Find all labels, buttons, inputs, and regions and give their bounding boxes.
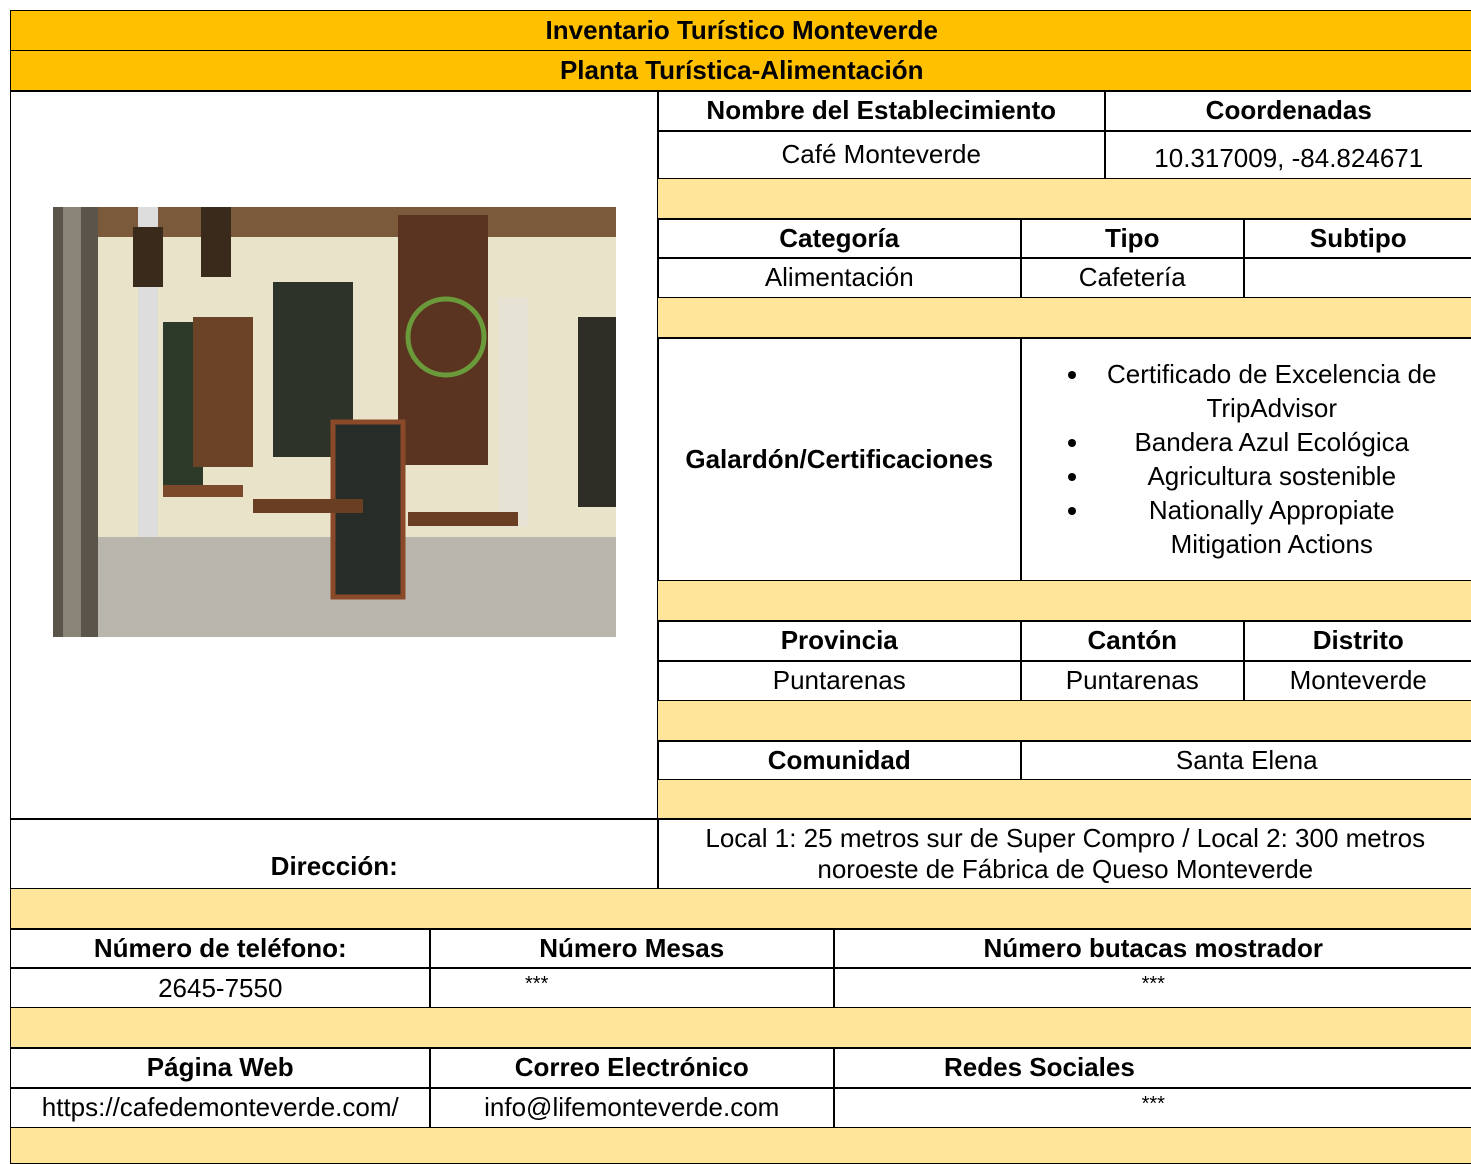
spacer — [657, 779, 1471, 820]
storefront-photo — [53, 207, 616, 637]
spacer — [657, 178, 1471, 220]
link-cell: https://cafedemonteverde.com/ — [10, 1087, 431, 1129]
title-text: Inventario Turístico Monteverde — [545, 15, 938, 46]
header-cell-text: Nombre del Establecimiento — [706, 95, 1057, 126]
value-cell-text: 10.317009, -84.824671 — [1154, 143, 1424, 174]
award-item: Agricultura sostenible — [1091, 459, 1453, 493]
awards-cell: Certificado de Excelencia de TripAdvisor… — [1020, 337, 1471, 582]
link-cell-text: info@lifemonteverde.com — [484, 1092, 780, 1123]
value-cell-text: *** — [1141, 973, 1165, 995]
value-cell-text: Local 1: 25 metros sur de Super Compro /… — [705, 822, 1426, 884]
header-cell: Distrito — [1243, 620, 1471, 662]
award-item: Nationally Appropiate Mitigation Actions — [1091, 493, 1453, 561]
value-cell: Alimentación — [657, 257, 1022, 299]
awards-list: Certificado de Excelencia de TripAdvisor… — [1021, 357, 1471, 561]
spacer — [10, 888, 1471, 930]
subtitle: Planta Turística-Alimentación — [10, 50, 1471, 92]
value-cell-text: Puntarenas — [1065, 665, 1199, 696]
value-cell-text: Monteverde — [1289, 665, 1427, 696]
value-cell: *** — [833, 1087, 1471, 1129]
value-cell: Café Monteverde — [657, 130, 1106, 180]
photo-cell — [10, 90, 659, 820]
spacer — [10, 1127, 1471, 1164]
header-cell-text: Provincia — [780, 625, 898, 656]
header-cell-text: Página Web — [146, 1052, 294, 1083]
header-cell-text: Redes Sociales — [944, 1052, 1135, 1083]
value-cell: Santa Elena — [1020, 740, 1471, 781]
header-cell-text: Número Mesas — [539, 932, 725, 963]
empty-cell — [1243, 257, 1471, 299]
subtitle-text: Planta Turística-Alimentación — [559, 55, 924, 86]
value-cell-text: Puntarenas — [772, 665, 906, 696]
header-cell-text: Galardón/Certificaciones — [685, 443, 994, 474]
header-cell-text: Número de teléfono: — [93, 932, 347, 963]
header-cell: Página Web — [10, 1047, 431, 1089]
title: Inventario Turístico Monteverde — [10, 10, 1471, 52]
value-cell-text: Cafetería — [1078, 262, 1186, 293]
link-cell-text: https://cafedemonteverde.com/ — [41, 1092, 399, 1123]
spacer — [657, 580, 1471, 622]
header-cell-text: Cantón — [1087, 625, 1178, 656]
value-cell-text: 2645-7550 — [158, 973, 283, 1004]
value-cell: *** — [429, 967, 835, 1009]
header-cell: Provincia — [657, 620, 1022, 662]
award-item: Bandera Azul Ecológica — [1091, 425, 1453, 459]
value-cell: Local 1: 25 metros sur de Super Compro /… — [657, 818, 1471, 890]
header-cell-text: Dirección: — [270, 851, 398, 882]
header-cell: Comunidad — [657, 740, 1022, 781]
value-cell: Cafetería — [1020, 257, 1245, 299]
header-cell: Correo Electrónico — [429, 1047, 835, 1089]
header-cell-text: Correo Electrónico — [514, 1052, 749, 1083]
header-cell: Categoría — [657, 218, 1022, 259]
header-cell: Cantón — [1020, 620, 1245, 662]
header-cell-text: Coordenadas — [1205, 95, 1372, 126]
header-cell-text: Distrito — [1312, 625, 1404, 656]
header-cell: Número Mesas — [429, 928, 835, 969]
value-cell: Puntarenas — [1020, 660, 1245, 702]
header-cell: Coordenadas — [1104, 90, 1471, 132]
header-cell: Número butacas mostrador — [833, 928, 1471, 969]
header-cell: Nombre del Establecimiento — [657, 90, 1106, 132]
value-cell-text: *** — [525, 973, 549, 995]
header-cell: Dirección: — [10, 818, 659, 890]
value-cell: 10.317009, -84.824671 — [1104, 130, 1471, 180]
value-cell: Monteverde — [1243, 660, 1471, 702]
header-cell: Galardón/Certificaciones — [657, 337, 1022, 582]
value-cell: 2645-7550 — [10, 967, 431, 1009]
header-cell: Redes Sociales — [833, 1047, 1471, 1089]
spacer — [657, 297, 1471, 339]
spacer — [657, 700, 1471, 742]
header-cell: Tipo — [1020, 218, 1245, 259]
value-cell: Puntarenas — [657, 660, 1022, 702]
header-cell-text: Número butacas mostrador — [983, 932, 1324, 963]
header-cell-text: Comunidad — [767, 744, 911, 775]
award-item: Certificado de Excelencia de TripAdvisor — [1091, 357, 1453, 425]
spacer — [10, 1007, 1471, 1049]
value-cell-text: Santa Elena — [1175, 744, 1318, 775]
header-cell-text: Subtipo — [1309, 222, 1407, 253]
header-cell: Subtipo — [1243, 218, 1471, 259]
value-cell-text: Alimentación — [764, 262, 914, 293]
value-cell: *** — [833, 967, 1471, 1009]
header-cell-text: Categoría — [779, 222, 900, 253]
header-cell: Número de teléfono: — [10, 928, 431, 969]
value-cell-text: Café Monteverde — [781, 139, 981, 170]
header-cell-text: Tipo — [1105, 222, 1160, 253]
link-cell: info@lifemonteverde.com — [429, 1087, 835, 1129]
value-cell-text: *** — [1141, 1093, 1165, 1115]
